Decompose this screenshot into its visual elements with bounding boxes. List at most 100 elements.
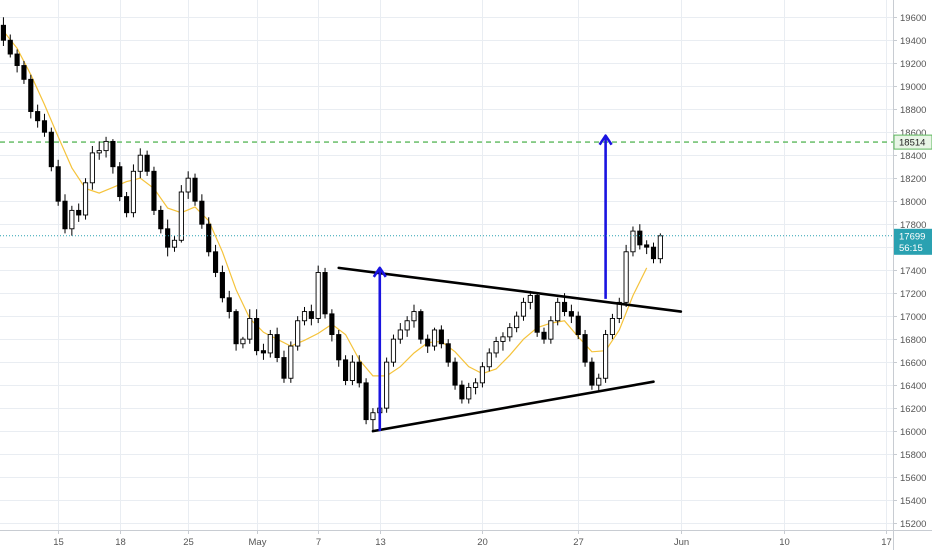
candle-down bbox=[124, 196, 130, 214]
candles bbox=[0, 17, 663, 432]
candle-down bbox=[445, 343, 451, 363]
candle-up bbox=[349, 361, 355, 381]
x-tick-label: Jun bbox=[674, 537, 689, 548]
candle-up bbox=[596, 377, 602, 386]
target-arrow-left-head bbox=[372, 266, 387, 278]
y-tick-label: 16000 bbox=[900, 427, 926, 438]
candle-down bbox=[541, 331, 547, 340]
y-tick-label: 15800 bbox=[900, 450, 926, 461]
candle-up bbox=[240, 338, 246, 345]
candle-down bbox=[41, 120, 48, 133]
x-tick-label: May bbox=[249, 537, 267, 548]
candle-up bbox=[548, 320, 554, 340]
candle-down bbox=[281, 357, 287, 379]
candle-down bbox=[192, 177, 198, 202]
candle-down bbox=[425, 338, 431, 347]
candle-down bbox=[274, 334, 280, 358]
candle-up bbox=[89, 152, 95, 184]
candle-down bbox=[117, 166, 123, 198]
candle-up bbox=[657, 235, 663, 260]
candle-down bbox=[158, 209, 164, 230]
candle-down bbox=[151, 170, 157, 211]
y-tick-label: 17200 bbox=[900, 289, 926, 300]
candle-up bbox=[185, 177, 191, 193]
candle-down bbox=[144, 154, 150, 172]
price-axis[interactable]: 15200 15400 15600 15800 16000 16200 16400 16600… bbox=[893, 0, 932, 550]
y-tick-label: 18600 bbox=[900, 128, 926, 139]
x-tick-label: 20 bbox=[477, 537, 488, 548]
candle-up bbox=[288, 345, 294, 379]
candle-up bbox=[609, 318, 616, 336]
candle-down bbox=[644, 244, 650, 248]
countdown-label: 56:15 bbox=[899, 243, 923, 254]
candle-down bbox=[363, 382, 369, 421]
candle-up bbox=[103, 140, 109, 152]
candle-down bbox=[356, 361, 362, 384]
candle-down bbox=[14, 53, 20, 66]
candle-down bbox=[110, 140, 116, 168]
candle-up bbox=[390, 338, 397, 363]
y-tick-label: 15400 bbox=[900, 496, 926, 507]
y-tick-label: 18400 bbox=[900, 151, 926, 162]
candle-up bbox=[623, 251, 629, 303]
y-tick-label: 16200 bbox=[900, 404, 926, 415]
candle-down bbox=[534, 295, 540, 333]
candle-down bbox=[568, 311, 574, 317]
y-tick-label: 16600 bbox=[900, 358, 926, 369]
candle-down bbox=[260, 350, 267, 354]
candle-up bbox=[514, 315, 520, 329]
candle-up bbox=[384, 361, 390, 409]
candle-up bbox=[178, 191, 184, 241]
y-tick-label: 19000 bbox=[900, 82, 926, 93]
candle-up bbox=[520, 301, 527, 317]
x-tick-label: 10 bbox=[779, 537, 790, 548]
candle-down bbox=[575, 315, 581, 336]
candle-down bbox=[459, 384, 465, 400]
candle-down bbox=[206, 223, 212, 253]
candle-down bbox=[0, 24, 6, 41]
grid bbox=[0, 0, 893, 530]
candle-up bbox=[527, 295, 533, 303]
drawing-annotations[interactable] bbox=[337, 134, 683, 433]
candle-down bbox=[28, 78, 34, 112]
candle-up bbox=[555, 301, 561, 322]
candle-down bbox=[199, 200, 205, 225]
x-tick-label: 15 bbox=[53, 537, 64, 548]
last-price-badge bbox=[894, 228, 932, 255]
y-tick-label: 18000 bbox=[900, 197, 926, 208]
x-tick-label: 13 bbox=[375, 537, 386, 548]
y-tick-label: 16800 bbox=[900, 335, 926, 346]
candle-down bbox=[329, 313, 335, 336]
candle-down bbox=[165, 228, 171, 248]
x-tick-label: 18 bbox=[115, 537, 126, 548]
candle-down bbox=[48, 131, 54, 168]
candle-down bbox=[322, 272, 328, 315]
candle-up bbox=[96, 150, 102, 154]
x-tick-label: 27 bbox=[573, 537, 584, 548]
candle-up bbox=[493, 341, 499, 354]
last-price-label: 17699 bbox=[899, 231, 925, 242]
y-tick-label: 15600 bbox=[900, 473, 926, 484]
candle-down bbox=[219, 272, 225, 299]
x-tick-label: 17 bbox=[881, 537, 892, 548]
time-axis[interactable]: 15 18 25 May 7 13 20 27 Jun 10 17 bbox=[0, 530, 932, 548]
candle-up bbox=[69, 209, 75, 230]
candle-up bbox=[411, 311, 417, 322]
candle-up bbox=[82, 182, 89, 216]
candle-down bbox=[342, 359, 349, 381]
candle-down bbox=[254, 318, 260, 352]
y-tick-label: 19400 bbox=[900, 36, 926, 47]
candle-down bbox=[650, 246, 657, 260]
candle-down bbox=[336, 334, 342, 361]
candle-up bbox=[370, 412, 376, 421]
candle-up bbox=[486, 352, 492, 368]
triangle-lower-trendline bbox=[371, 380, 655, 433]
candle-up bbox=[616, 301, 622, 319]
candle-down bbox=[21, 65, 27, 80]
y-tick-label: 19600 bbox=[900, 13, 926, 24]
candle-up bbox=[247, 318, 253, 340]
triangle-upper-trendline bbox=[337, 266, 683, 313]
y-tick-label: 17800 bbox=[900, 220, 926, 231]
